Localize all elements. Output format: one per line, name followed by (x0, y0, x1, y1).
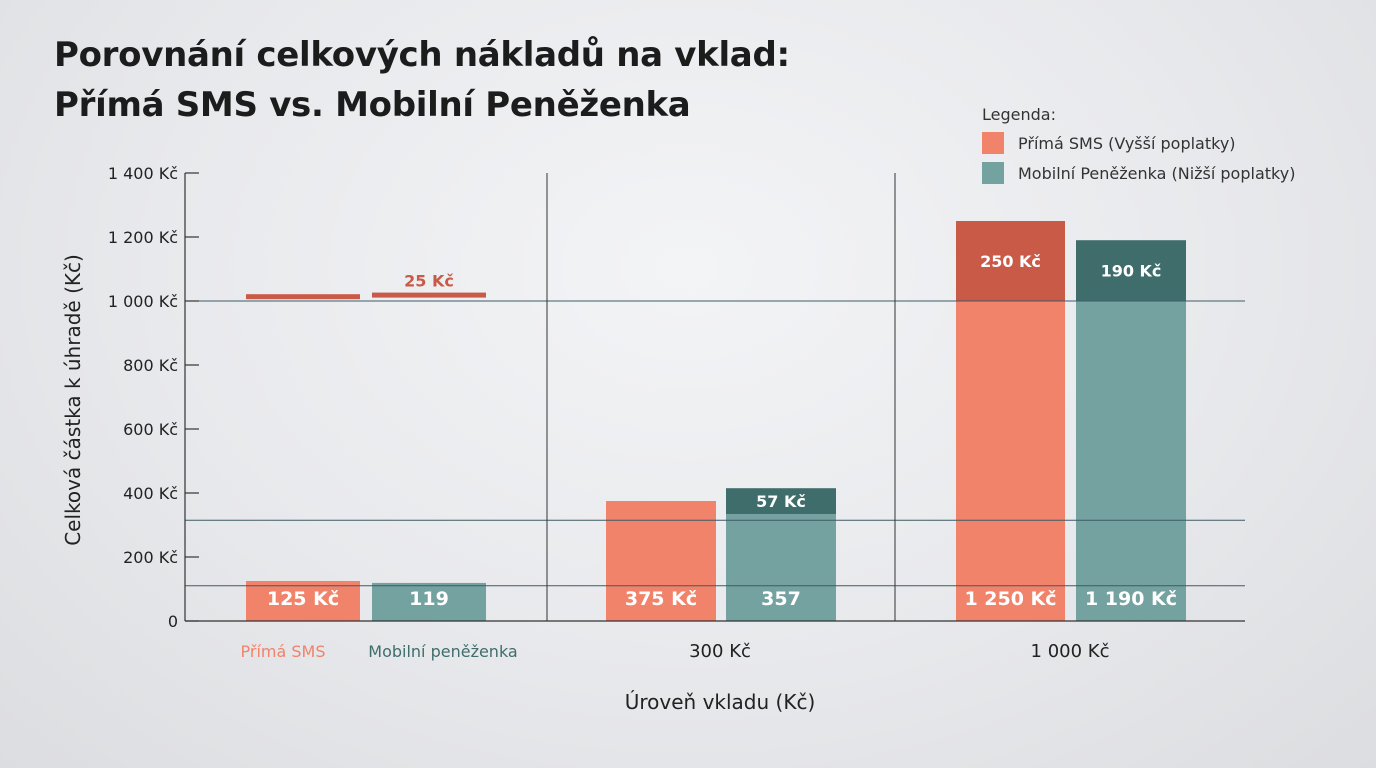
bar-fee-wallet-group-1 (726, 488, 836, 515)
floating-marker-0-group-0 (246, 294, 360, 300)
y-axis-title: Celková částka k úhradě (Kč) (61, 254, 85, 546)
category-label-2: 1 000 Kč (1031, 641, 1110, 662)
category-label-1: 300 Kč (689, 641, 751, 662)
category-label-wallet: Mobilní peněženka (368, 642, 517, 661)
value-label-sms-group-2: 1 250 Kč (964, 588, 1056, 610)
bar-wallet-group-2 (1076, 301, 1186, 621)
y-tick-label-2: 400 Kč (123, 484, 178, 503)
fee-label-sms-group-2: 250 Kč (980, 252, 1041, 271)
chart-title: Porovnání celkových nákladů na vklad: Př… (54, 30, 790, 130)
bar-wallet-group-1 (726, 514, 836, 621)
value-label-sms-group-0: 125 Kč (267, 588, 339, 610)
bar-fee-wallet-group-2 (1076, 240, 1186, 301)
bar-sms-group-0 (246, 581, 360, 621)
y-tick-label-6: 1 200 Kč (108, 228, 178, 247)
fee-label-wallet-group-2: 190 Kč (1101, 262, 1162, 281)
bar-sms-group-2 (956, 301, 1065, 621)
y-tick-label-3: 600 Kč (123, 420, 178, 439)
y-tick-label-5: 1 000 Kč (108, 292, 178, 311)
chart-title-line-1: Porovnání celkových nákladů na vklad: (54, 35, 790, 75)
value-label-wallet-group-1: 357 (761, 588, 801, 610)
value-label-wallet-group-0: 119 (409, 588, 449, 610)
category-label-sms: Přímá SMS (241, 642, 326, 661)
floating-marker-1-group-0 (372, 292, 486, 298)
y-tick-label-4: 800 Kč (123, 356, 178, 375)
legend-item-wallet: Mobilní Peněženka (Nižší poplatky) (982, 158, 1295, 188)
value-label-wallet-group-2: 1 190 Kč (1085, 588, 1177, 610)
floating-label-1-group-0: 25 Kč (404, 272, 454, 291)
legend-item-sms: Přímá SMS (Vyšší poplatky) (982, 128, 1295, 158)
y-tick-label-7: 1 400 Kč (108, 164, 178, 183)
fee-label-wallet-group-1: 57 Kč (756, 492, 806, 511)
legend: Legenda: Přímá SMS (Vyšší poplatky) Mobi… (982, 102, 1295, 188)
legend-swatch-sms (982, 132, 1004, 154)
x-axis-title: Úroveň vkladu (Kč) (625, 690, 816, 714)
bar-fee-sms-group-2 (956, 221, 1065, 301)
legend-label-wallet: Mobilní Peněženka (Nižší poplatky) (1018, 163, 1296, 183)
y-tick-label-0: 0 (168, 612, 178, 631)
legend-title: Legenda: (982, 105, 1056, 124)
y-tick-label-1: 200 Kč (123, 548, 178, 567)
bar-wallet-group-0 (372, 582, 486, 621)
value-label-sms-group-1: 375 Kč (625, 588, 697, 610)
chart-title-line-2: Přímá SMS vs. Mobilní Peněženka (54, 85, 691, 125)
legend-label-sms: Přímá SMS (Vyšší poplatky) (1018, 133, 1236, 153)
legend-swatch-wallet (982, 162, 1004, 184)
bar-sms-group-1 (606, 501, 716, 621)
